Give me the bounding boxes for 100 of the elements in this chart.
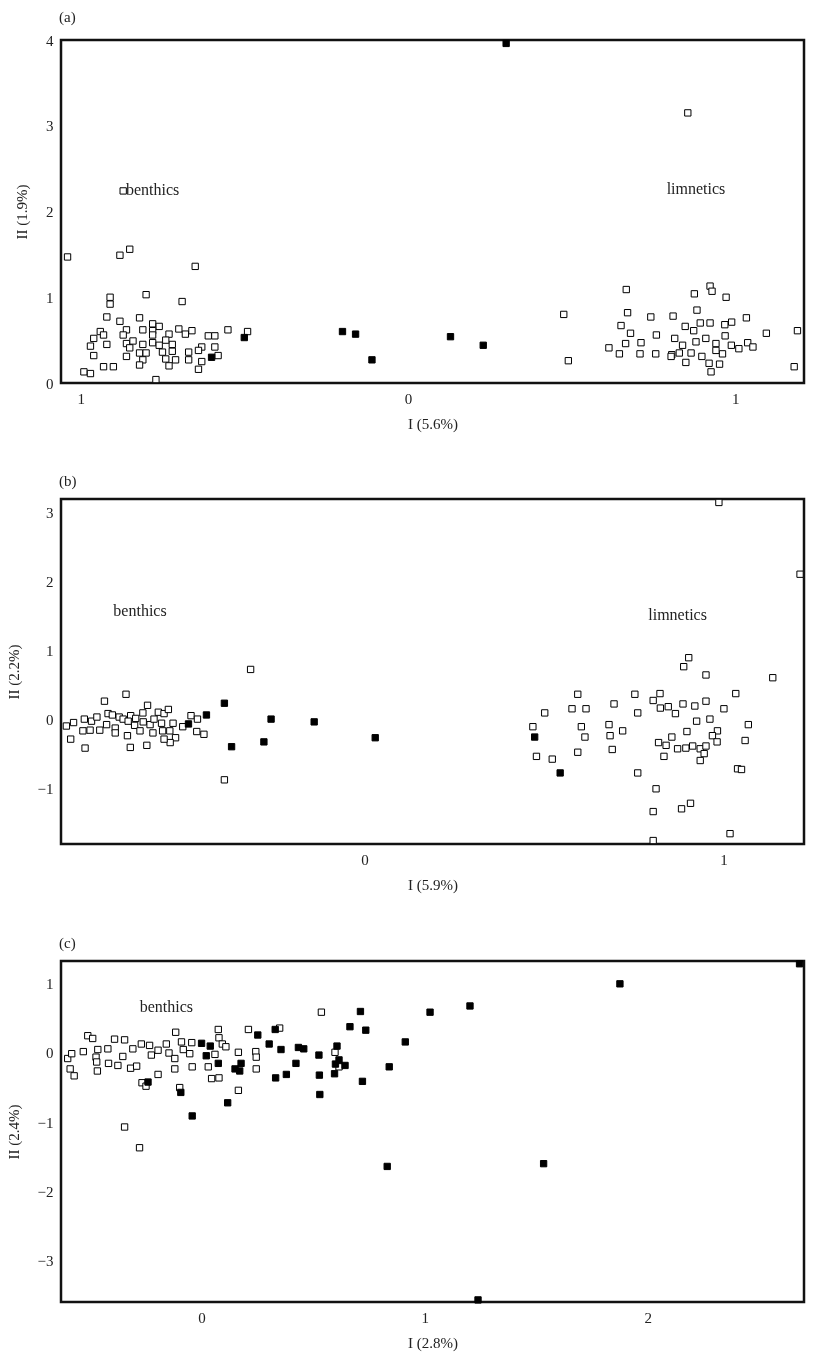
point (333, 1042, 341, 1050)
point (300, 1045, 308, 1053)
point (67, 735, 75, 743)
point (114, 1061, 122, 1070)
point (712, 346, 720, 355)
y-tick-label: 1 (46, 976, 54, 993)
point (207, 353, 216, 361)
point (122, 690, 130, 698)
point (214, 1025, 222, 1034)
point (143, 741, 151, 749)
point (171, 1054, 179, 1063)
point (119, 1052, 127, 1061)
y-tick-label: −3 (37, 1253, 54, 1269)
point (220, 699, 229, 707)
point (188, 1063, 196, 1071)
x-tick-label: 1 (732, 390, 740, 407)
point (692, 338, 700, 346)
point (706, 319, 714, 327)
point (346, 1023, 354, 1031)
point (126, 743, 134, 752)
x-axis-title: I (5.6%) (408, 415, 458, 433)
point (197, 1039, 206, 1047)
point (135, 1144, 144, 1152)
point (169, 719, 177, 727)
x-axis-title: I (5.9%) (408, 876, 458, 894)
point (143, 701, 152, 709)
point (727, 341, 735, 349)
point (252, 1065, 260, 1073)
point (160, 735, 168, 743)
point (682, 358, 690, 367)
point (362, 1026, 370, 1034)
point (502, 39, 510, 48)
point (179, 1045, 187, 1054)
x-tick-label: 1 (421, 1309, 429, 1326)
point (282, 1070, 291, 1079)
point (252, 1053, 260, 1061)
point (66, 1065, 74, 1073)
point (200, 730, 208, 738)
x-tick-label: 0 (404, 390, 413, 407)
point (742, 314, 751, 322)
point (147, 1051, 156, 1059)
point (684, 109, 692, 117)
point (721, 321, 729, 329)
point (623, 309, 632, 317)
point (220, 776, 229, 784)
point (330, 1070, 339, 1078)
point (696, 319, 704, 327)
point (310, 718, 318, 726)
point (315, 1071, 324, 1079)
point (206, 1042, 214, 1050)
point (351, 330, 360, 338)
point (712, 339, 720, 348)
point (271, 1074, 280, 1082)
point (265, 1040, 273, 1048)
point (179, 723, 187, 731)
point (356, 1007, 365, 1016)
point (331, 1048, 339, 1056)
point (652, 350, 660, 358)
point (172, 1028, 180, 1036)
point (466, 1002, 474, 1010)
point (139, 718, 147, 726)
point (234, 1086, 243, 1095)
point (474, 1296, 482, 1304)
annotation: limnetics (648, 605, 707, 623)
point (227, 743, 236, 751)
point (164, 705, 173, 714)
y-tick-label: 4 (46, 32, 54, 49)
point (171, 1065, 179, 1073)
point (622, 285, 630, 294)
point (132, 714, 140, 723)
y-tick-label: 2 (46, 573, 54, 590)
point (698, 352, 706, 361)
point (79, 727, 87, 735)
point (193, 715, 202, 723)
point (560, 310, 568, 319)
point (335, 1056, 343, 1064)
point (154, 1046, 162, 1054)
point (96, 726, 104, 734)
point (211, 1050, 219, 1059)
y-tick-label: −1 (37, 1114, 54, 1131)
point (177, 1088, 185, 1097)
annotation: benthics (113, 602, 167, 620)
point (715, 360, 724, 368)
point (539, 1160, 548, 1168)
point (735, 345, 743, 353)
point (647, 313, 655, 321)
point (204, 1063, 212, 1071)
point (556, 769, 564, 777)
point (707, 368, 715, 376)
point (202, 711, 211, 719)
point (162, 1040, 170, 1048)
chart-title: (a) (59, 9, 76, 26)
x-tick-label: 0 (198, 1309, 206, 1326)
point (137, 1040, 145, 1048)
point (123, 732, 132, 740)
point (702, 334, 710, 343)
point (93, 1067, 102, 1075)
point (371, 734, 379, 742)
point (102, 720, 111, 729)
point (708, 287, 716, 295)
